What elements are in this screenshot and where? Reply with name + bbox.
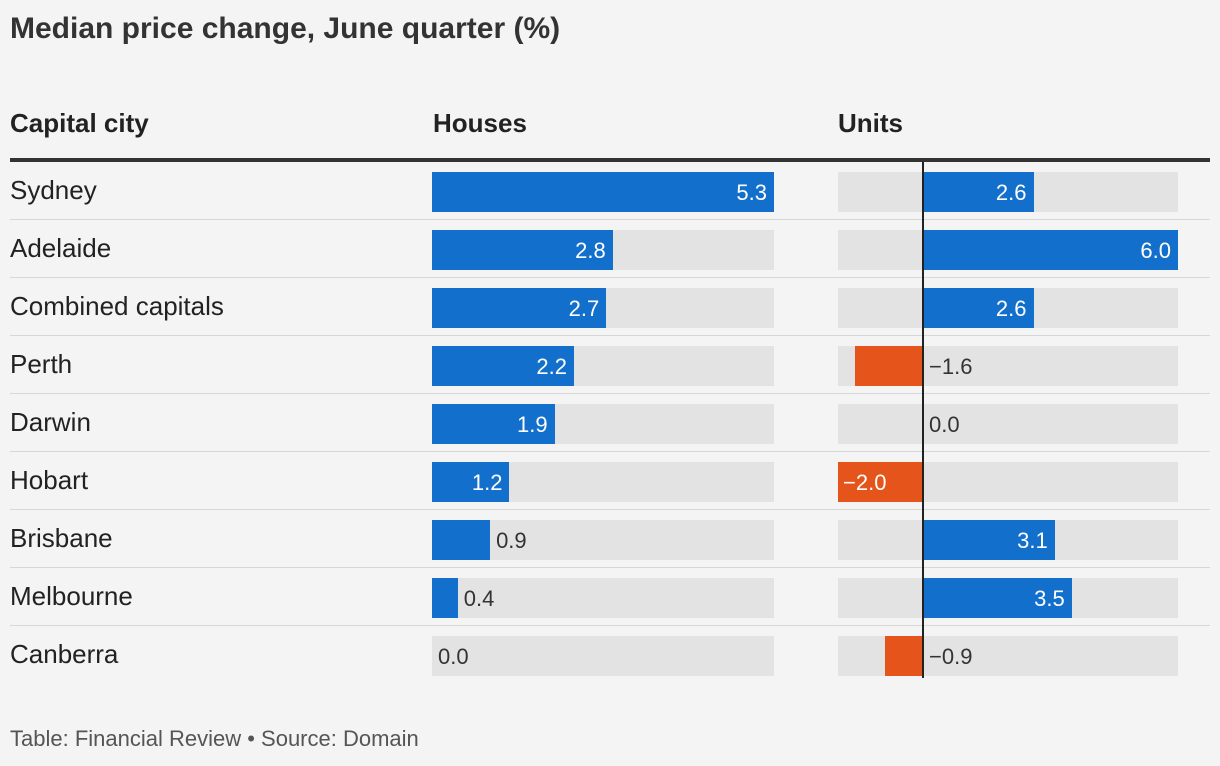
houses-value-label: 2.7 (568, 296, 600, 321)
units-bar (884, 636, 923, 676)
units-bar (923, 288, 1034, 328)
units-bar-track: −2.0 (838, 462, 1178, 502)
houses-bar-track: 2.8 (432, 230, 774, 270)
units-bar (855, 346, 923, 386)
city-label: Melbourne (10, 581, 133, 611)
units-bar-track: 2.6 (838, 288, 1178, 328)
row-divider (10, 335, 1210, 336)
houses-value-label: 1.2 (471, 470, 503, 495)
houses-bar (432, 172, 774, 212)
houses-bar-track: 2.2 (432, 346, 774, 386)
table-row: Darwin 1.9 0.0 (10, 394, 1210, 452)
houses-value-label: 1.9 (517, 412, 548, 437)
chart-title: Median price change, June quarter (%) (10, 12, 561, 45)
units-bar-track: 3.1 (838, 520, 1178, 560)
table-row: Hobart 1.2 −2.0 (10, 452, 1210, 510)
units-value-label: 0.0 (929, 412, 960, 437)
row-divider (10, 451, 1210, 452)
units-value-label: 6.0 (1140, 238, 1171, 263)
houses-bar (432, 346, 574, 386)
units-value-label: −2.0 (843, 470, 887, 495)
city-label: Combined capitals (10, 291, 224, 321)
houses-value-label: 2.2 (536, 354, 567, 379)
units-bar-track: 3.5 (838, 578, 1178, 618)
city-label: Brisbane (10, 523, 113, 553)
city-label: Perth (10, 349, 73, 379)
city-label: Adelaide (10, 233, 112, 263)
header-capital-city: Capital city (10, 108, 149, 138)
houses-bar (432, 230, 613, 270)
houses-value-label: 2.8 (575, 238, 606, 263)
units-value-label: −1.6 (929, 354, 973, 379)
units-bar-track: 2.6 (838, 172, 1178, 212)
houses-bar (432, 288, 607, 328)
units-bar-track: −1.6 (838, 346, 1178, 386)
table-row: Brisbane 0.9 3.1 (10, 510, 1210, 568)
row-divider (10, 567, 1210, 568)
row-divider (10, 625, 1210, 626)
units-bar-track: 6.0 (838, 230, 1178, 270)
city-label: Darwin (10, 407, 91, 437)
units-bar (838, 462, 923, 502)
row-divider (10, 277, 1210, 278)
units-value-label: 2.6 (995, 296, 1027, 321)
header-houses: Houses (433, 108, 527, 138)
table-row: Melbourne 0.4 3.5 (10, 568, 1210, 626)
units-value-label: 2.6 (995, 180, 1027, 205)
city-label: Sydney (10, 175, 97, 205)
table-row: Canberra 0.0 −0.9 (10, 626, 1210, 684)
units-value-label: 3.1 (1017, 528, 1048, 553)
table-row: Sydney 5.3 2.6 (10, 162, 1210, 220)
header-units: Units (838, 108, 903, 138)
houses-bar (432, 578, 458, 618)
houses-value-label: 5.3 (736, 180, 767, 205)
units-value-label: −0.9 (929, 644, 973, 669)
houses-bar-track: 0.0 (432, 636, 774, 676)
houses-bar-track: 0.9 (432, 520, 774, 560)
units-bar-track: 0.0 (838, 404, 1178, 444)
houses-bar (432, 404, 555, 444)
houses-bar-track: 2.7 (432, 288, 774, 328)
units-value-label: 3.5 (1034, 586, 1065, 611)
units-zero-axis (922, 162, 924, 678)
houses-bar-track: 5.3 (432, 172, 774, 212)
table-row: Perth 2.2 −1.6 (10, 336, 1210, 394)
houses-bar-track: 1.2 (432, 462, 774, 502)
houses-value-label: 0.4 (463, 586, 495, 611)
row-divider (10, 509, 1210, 510)
units-bar (923, 230, 1178, 270)
houses-bar-track: 0.4 (432, 578, 774, 618)
city-label: Hobart (10, 465, 89, 495)
source-footer: Table: Financial Review • Source: Domain (10, 726, 419, 751)
header-rule (10, 158, 1210, 162)
table-row: Combined capitals 2.7 2.6 (10, 278, 1210, 336)
houses-bar-track: 1.9 (432, 404, 774, 444)
units-bar (923, 172, 1034, 212)
row-divider (10, 393, 1210, 394)
city-label: Canberra (10, 639, 119, 669)
units-bar (923, 578, 1072, 618)
houses-bar (432, 520, 491, 560)
table-row: Adelaide 2.8 6.0 (10, 220, 1210, 278)
houses-bar (432, 462, 510, 502)
houses-value-label: 0.9 (496, 528, 527, 553)
units-bar (923, 520, 1055, 560)
houses-value-label: 0.0 (438, 644, 469, 669)
units-bar-track: −0.9 (838, 636, 1178, 676)
row-divider (10, 219, 1210, 220)
